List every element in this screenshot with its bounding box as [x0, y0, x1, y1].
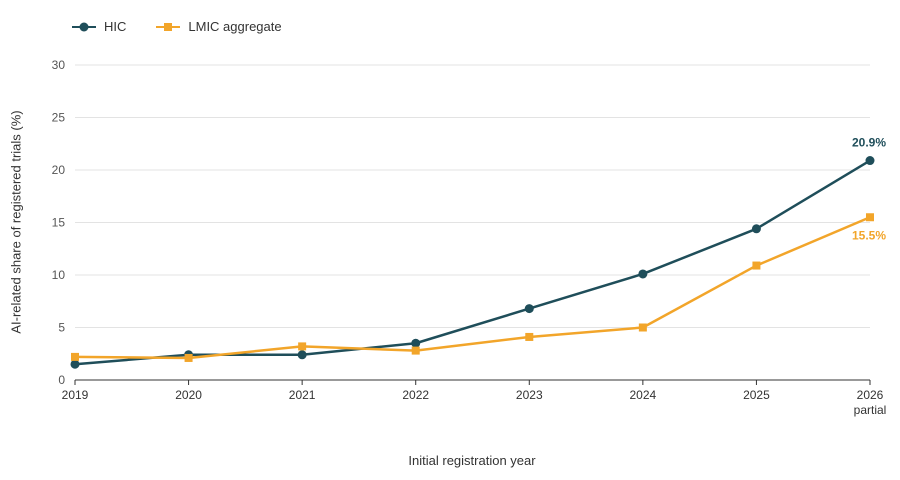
- y-tick-label: 20: [52, 163, 66, 177]
- data-point[interactable]: [297, 350, 307, 360]
- data-point[interactable]: [70, 359, 80, 369]
- series-line: [74, 159, 871, 366]
- y-tick-label: 30: [52, 58, 66, 72]
- data-point[interactable]: [865, 156, 875, 166]
- y-tick-label: 15: [52, 216, 66, 230]
- end-labels: 20.9% 15.5%: [852, 136, 886, 243]
- x-tick-label: 2021: [289, 388, 316, 402]
- end-value-label: 20.9%: [852, 136, 886, 150]
- y-tick-label: 0: [58, 373, 65, 387]
- legend-square-icon: [156, 22, 181, 31]
- y-axis-ticks: 0 5 10 15 20 25 30: [52, 58, 66, 387]
- series-lmic: [71, 213, 874, 362]
- x-tick-label: 2024: [630, 388, 657, 402]
- x-tick-label: 2019: [62, 388, 89, 402]
- y-tick-label: 25: [52, 111, 66, 125]
- x-tick-label: 2023: [516, 388, 543, 402]
- gridlines: [75, 64, 870, 328]
- data-point[interactable]: [71, 352, 79, 361]
- data-point[interactable]: [298, 342, 307, 351]
- data-point[interactable]: [752, 261, 761, 270]
- x-axis-label: Initial registration year: [408, 453, 536, 468]
- data-point[interactable]: [866, 213, 874, 222]
- legend-label-lmic: LMIC aggregate: [188, 19, 282, 34]
- series-group: [70, 156, 875, 369]
- data-point[interactable]: [184, 353, 193, 362]
- legend-label-hic: HIC: [104, 19, 127, 34]
- x-tick-label: 2020: [175, 388, 202, 402]
- data-point[interactable]: [751, 224, 761, 234]
- legend-item-hic[interactable]: HIC: [72, 19, 126, 34]
- data-point[interactable]: [638, 323, 647, 332]
- x-tick-label: 2026: [857, 388, 884, 402]
- legend-item-lmic[interactable]: LMIC aggregate: [156, 19, 282, 34]
- x-tick-label: 2025: [743, 388, 770, 402]
- y-tick-label: 5: [58, 321, 65, 335]
- data-point[interactable]: [411, 338, 421, 348]
- legend: HIC LMIC aggregate: [72, 19, 282, 34]
- y-tick-label: 10: [52, 268, 66, 282]
- series-line: [74, 216, 871, 360]
- data-point[interactable]: [524, 304, 534, 314]
- data-point[interactable]: [411, 346, 420, 355]
- end-value-label: 15.5%: [852, 228, 886, 242]
- y-axis-label: AI-related share of registered trials (%…: [8, 110, 24, 334]
- data-point[interactable]: [525, 332, 534, 341]
- x-tick-label: 2022: [402, 388, 429, 402]
- x-tick-sublabel: partial: [854, 403, 887, 417]
- data-point[interactable]: [638, 269, 648, 279]
- legend-circle-icon: [72, 22, 96, 31]
